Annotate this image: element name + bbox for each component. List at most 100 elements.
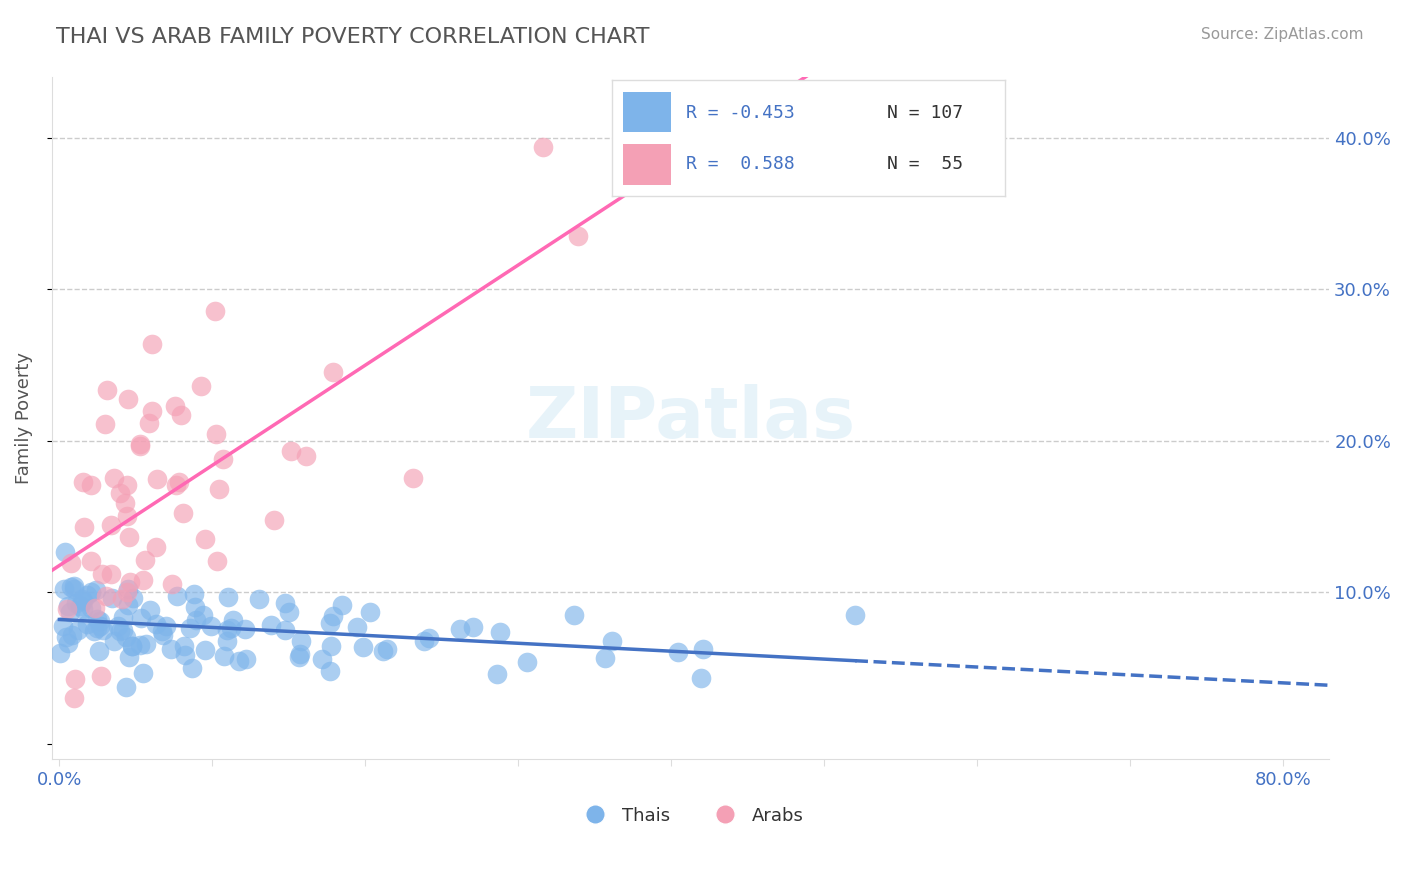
Thais [115, 630, 138, 644]
Arabs [90, 669, 112, 683]
Arabs [141, 403, 163, 417]
Text: Source: ZipAtlas.com: Source: ZipAtlas.com [1201, 27, 1364, 42]
Thais [129, 639, 152, 653]
Arabs [94, 417, 117, 431]
Thais [86, 621, 108, 635]
Thais [56, 599, 79, 613]
Arabs [117, 478, 139, 492]
Thais [70, 592, 93, 607]
Arabs [138, 416, 160, 430]
Thais [132, 666, 155, 681]
Thais [139, 602, 162, 616]
Arabs [94, 589, 117, 603]
Thais [89, 643, 111, 657]
Arabs [190, 378, 212, 392]
Thais [377, 641, 399, 656]
Arabs [103, 471, 125, 485]
Arabs [110, 485, 132, 500]
Arabs [91, 566, 114, 581]
Thais [689, 671, 711, 685]
Thais [56, 636, 79, 650]
Arabs [83, 601, 105, 615]
Arabs [100, 518, 122, 533]
Thais [489, 624, 512, 639]
Thais [76, 588, 98, 602]
Thais [595, 651, 617, 665]
Thais [330, 598, 353, 612]
Thais [194, 643, 217, 657]
Arabs [118, 530, 141, 544]
Thais [60, 580, 83, 594]
Thais [121, 639, 143, 653]
Arabs [163, 399, 186, 413]
Thais [277, 605, 299, 619]
FancyBboxPatch shape [623, 144, 671, 185]
Thais [173, 639, 195, 653]
Arabs [134, 553, 156, 567]
Thais [418, 631, 440, 645]
Arabs [205, 554, 228, 568]
Thais [352, 640, 374, 654]
Text: R = -0.453: R = -0.453 [686, 103, 796, 121]
Thais [179, 622, 201, 636]
Thais [89, 619, 111, 633]
Thais [67, 623, 90, 637]
Text: THAI VS ARAB FAMILY POVERTY CORRELATION CHART: THAI VS ARAB FAMILY POVERTY CORRELATION … [56, 27, 650, 46]
Thais [117, 582, 139, 596]
Thais [53, 545, 76, 559]
Thais [53, 582, 76, 596]
Thais [129, 611, 152, 625]
Arabs [145, 540, 167, 554]
Legend: Thais, Arabs: Thais, Arabs [569, 799, 811, 831]
Thais [217, 590, 239, 604]
Thais [59, 606, 82, 620]
Thais [145, 617, 167, 632]
Thais [319, 615, 342, 630]
Thais [311, 651, 333, 665]
Arabs [131, 573, 153, 587]
Thais [191, 608, 214, 623]
Thais [413, 633, 436, 648]
Thais [183, 587, 205, 601]
Thais [72, 594, 94, 608]
Arabs [115, 508, 138, 523]
Thais [65, 596, 87, 610]
Thais [288, 647, 311, 661]
Arabs [567, 228, 589, 243]
Text: N = 107: N = 107 [887, 103, 963, 121]
Thais [69, 599, 91, 614]
Thais [79, 601, 101, 615]
Thais [666, 645, 689, 659]
Thais [117, 598, 139, 612]
Thais [86, 612, 108, 626]
Arabs [117, 585, 139, 599]
Arabs [401, 471, 423, 485]
Thais [288, 649, 311, 664]
Thais [359, 605, 381, 619]
Arabs [167, 475, 190, 490]
Arabs [146, 472, 169, 486]
Thais [274, 624, 297, 638]
Arabs [322, 366, 344, 380]
Thais [174, 648, 197, 663]
Thais [115, 681, 138, 695]
Thais [79, 585, 101, 599]
Arabs [165, 478, 187, 492]
Thais [76, 617, 98, 632]
Thais [485, 666, 508, 681]
Thais [60, 628, 83, 642]
Arabs [170, 408, 193, 422]
Arabs [208, 483, 231, 497]
Thais [228, 654, 250, 668]
Thais [449, 622, 471, 636]
Thais [215, 633, 238, 648]
Arabs [128, 439, 150, 453]
Thais [600, 634, 623, 648]
Thais [692, 642, 714, 657]
Thais [108, 624, 131, 638]
Thais [233, 623, 256, 637]
Arabs [80, 554, 103, 568]
Arabs [204, 304, 226, 318]
Thais [373, 644, 395, 658]
Thais [107, 619, 129, 633]
